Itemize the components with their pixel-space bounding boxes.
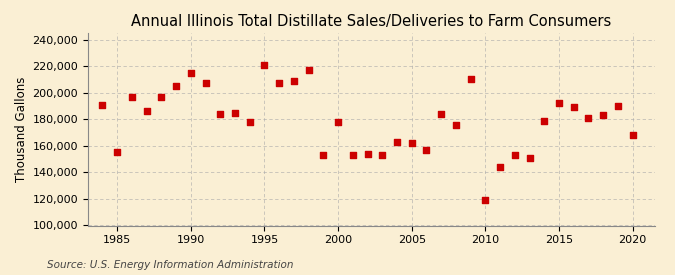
Point xyxy=(524,156,535,160)
Point xyxy=(465,77,476,82)
Point xyxy=(612,104,623,108)
Point xyxy=(303,68,314,72)
Point xyxy=(436,112,447,116)
Point xyxy=(126,95,137,99)
Point xyxy=(510,153,520,157)
Point xyxy=(554,101,564,106)
Point xyxy=(406,141,417,145)
Y-axis label: Thousand Gallons: Thousand Gallons xyxy=(15,76,28,182)
Point xyxy=(244,120,255,124)
Point xyxy=(480,198,491,202)
Point xyxy=(333,120,344,124)
Point xyxy=(259,63,270,67)
Point xyxy=(583,116,594,120)
Point xyxy=(288,79,299,83)
Point xyxy=(215,112,225,116)
Point xyxy=(598,113,609,117)
Point xyxy=(318,153,329,157)
Point xyxy=(348,153,358,157)
Point xyxy=(200,81,211,86)
Point xyxy=(495,165,506,169)
Point xyxy=(627,133,638,138)
Point xyxy=(112,150,123,155)
Point xyxy=(568,105,579,109)
Point xyxy=(156,95,167,99)
Text: Source: U.S. Energy Information Administration: Source: U.S. Energy Information Administ… xyxy=(47,260,294,270)
Point xyxy=(230,111,240,115)
Point xyxy=(97,103,108,107)
Point xyxy=(141,109,152,114)
Point xyxy=(377,153,387,157)
Title: Annual Illinois Total Distillate Sales/Deliveries to Farm Consumers: Annual Illinois Total Distillate Sales/D… xyxy=(131,14,612,29)
Point xyxy=(450,122,461,127)
Point xyxy=(186,71,196,75)
Point xyxy=(362,152,373,156)
Point xyxy=(539,119,549,123)
Point xyxy=(421,148,432,152)
Point xyxy=(392,140,402,144)
Point xyxy=(274,81,285,86)
Point xyxy=(171,84,182,88)
